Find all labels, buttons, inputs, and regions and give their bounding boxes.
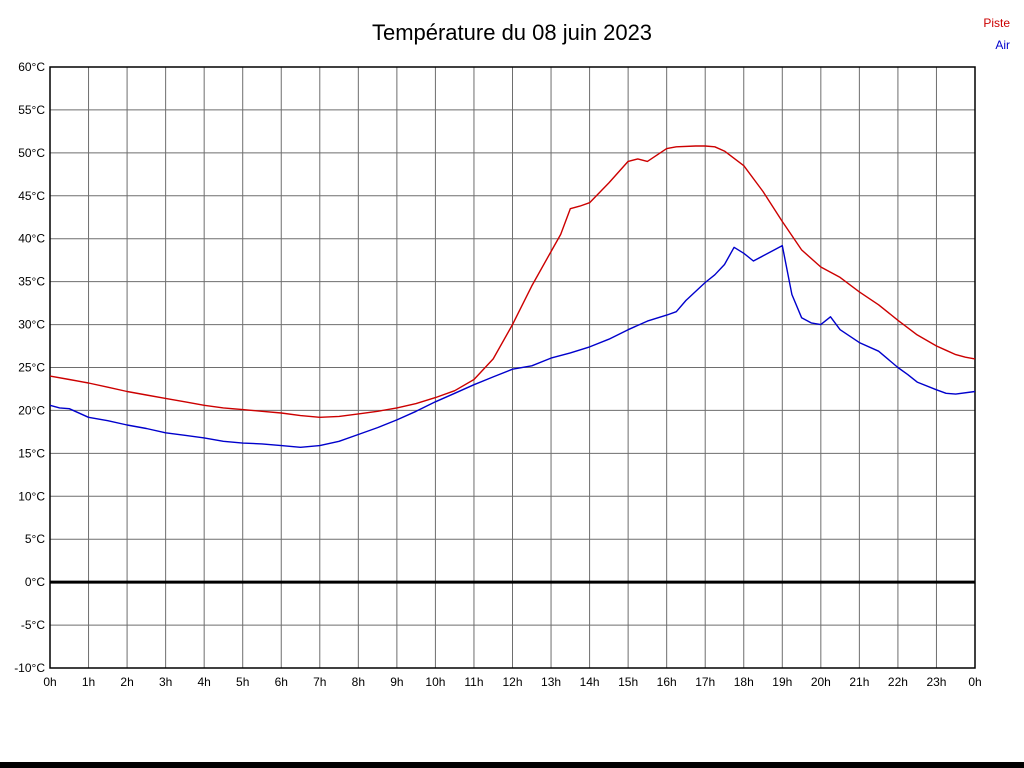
- x-tick-label: 5h: [236, 675, 249, 689]
- y-tick-label: 10°C: [18, 489, 45, 503]
- x-tick-label: 22h: [888, 675, 908, 689]
- series-line-piste: [49, 145, 976, 418]
- x-tick-label: 9h: [390, 675, 403, 689]
- y-tick-label: 0°C: [25, 575, 45, 589]
- series-line-air: [49, 244, 976, 448]
- x-tick-label: 21h: [849, 675, 869, 689]
- y-tick-label: -10°C: [14, 661, 45, 675]
- x-tick-label: 3h: [159, 675, 172, 689]
- legend-entry-piste: Piste: [983, 16, 1010, 30]
- x-tick-label: 2h: [120, 675, 133, 689]
- chart-legend: Piste Air: [983, 12, 1010, 56]
- x-tick-label: 1h: [82, 675, 95, 689]
- x-tick-label: 23h: [926, 675, 946, 689]
- chart-title: Température du 08 juin 2023: [371, 20, 653, 45]
- x-tick-label: 12h: [502, 675, 522, 689]
- y-tick-label: 20°C: [18, 403, 45, 417]
- x-tick-label: 7h: [313, 675, 326, 689]
- x-tick-label: 0h: [43, 675, 56, 689]
- y-tick-label: 60°C: [18, 60, 45, 74]
- y-tick-label: 40°C: [18, 232, 45, 246]
- x-tick-label: 11h: [464, 675, 483, 689]
- y-tick-label: 30°C: [18, 318, 45, 332]
- x-tick-label: 4h: [197, 675, 210, 689]
- x-tick-label: 13h: [541, 675, 561, 689]
- x-tick-label: 15h: [618, 675, 638, 689]
- y-tick-label: 45°C: [18, 189, 45, 203]
- x-tick-label: 10h: [425, 675, 445, 689]
- x-tick-label: 8h: [352, 675, 365, 689]
- y-tick-label: 50°C: [18, 146, 45, 160]
- x-tick-label: 18h: [734, 675, 754, 689]
- x-tick-label: 0h: [968, 675, 981, 689]
- y-tick-label: 35°C: [18, 275, 45, 289]
- plot-frame: [49, 66, 976, 669]
- x-tick-label: 20h: [811, 675, 831, 689]
- legend-entry-air: Air: [995, 38, 1010, 53]
- x-tick-label: 16h: [657, 675, 677, 689]
- x-tick-label: 14h: [580, 675, 600, 689]
- y-tick-label: 55°C: [18, 103, 45, 117]
- y-tick-label: -5°C: [21, 618, 45, 632]
- bottom-border: [0, 762, 1024, 768]
- y-tick-label: 5°C: [25, 532, 45, 546]
- x-tick-label: 19h: [772, 675, 792, 689]
- y-tick-label: 15°C: [18, 446, 45, 460]
- x-tick-label: 17h: [695, 675, 715, 689]
- x-tick-label: 6h: [275, 675, 288, 689]
- y-tick-label: 25°C: [18, 361, 45, 375]
